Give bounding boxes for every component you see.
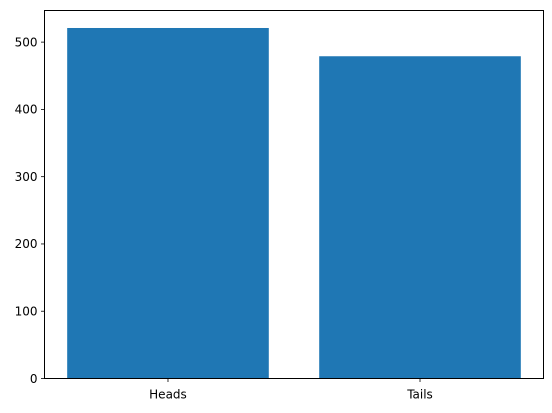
bar-tails [319, 56, 521, 379]
x-axis: Heads Tails [149, 378, 433, 402]
x-tick-label-tails: Tails [406, 388, 433, 402]
y-tick-label-200: 200 [15, 237, 38, 251]
x-tick-label-heads: Heads [149, 388, 187, 402]
y-tick-label-0: 0 [30, 372, 38, 386]
axes-frame [44, 10, 544, 379]
y-tick-label-500: 500 [15, 35, 38, 49]
bar-heads [67, 27, 269, 379]
y-tick-label-100: 100 [15, 305, 38, 319]
y-tick-label-300: 300 [15, 170, 38, 184]
bars-group [67, 27, 521, 379]
y-axis: 0 100 200 300 400 500 [15, 35, 45, 386]
y-tick-label-400: 400 [15, 103, 38, 117]
